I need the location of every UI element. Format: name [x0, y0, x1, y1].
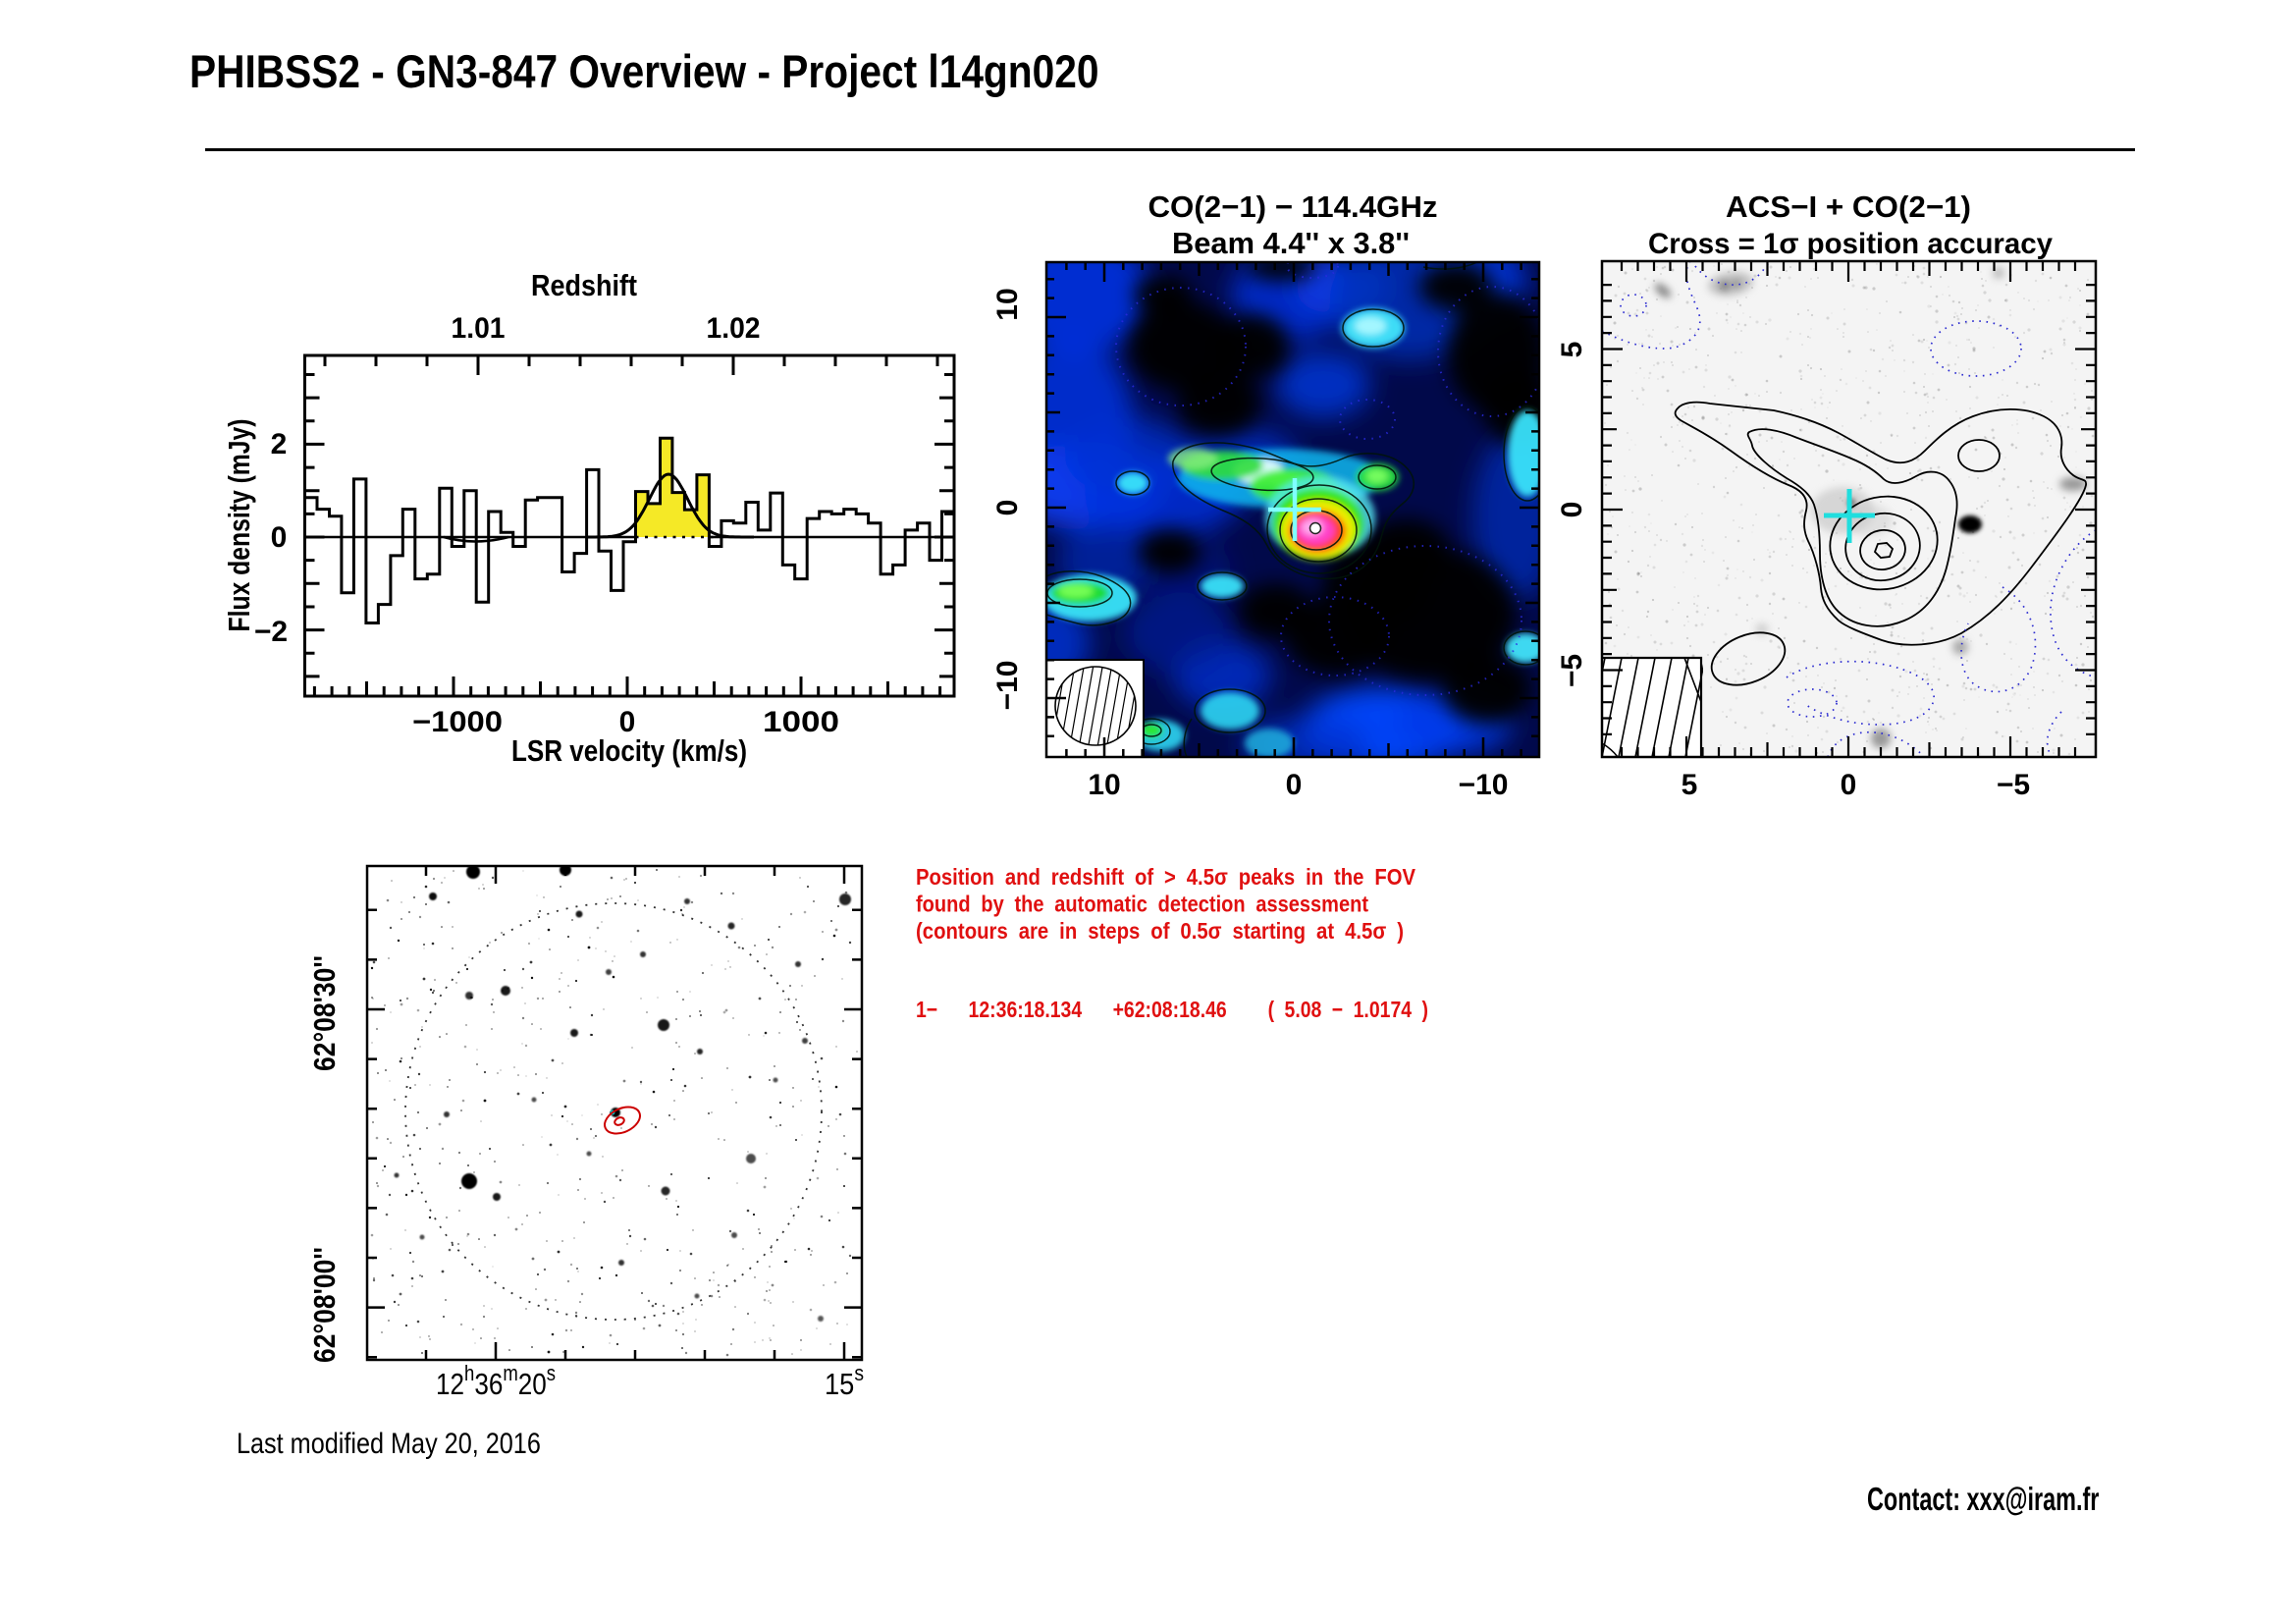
svg-text:(contours are in steps of 0.5σ: (contours are in steps of 0.5σ starting … — [916, 918, 1404, 944]
svg-text:LSR velocity (km/s): LSR velocity (km/s) — [511, 733, 747, 768]
svg-text:−5: −5 — [1556, 654, 1588, 687]
svg-text:2: 2 — [271, 428, 288, 460]
svg-text:0: 0 — [1286, 769, 1303, 801]
svg-text:0: 0 — [1841, 769, 1857, 801]
svg-text:Cross = 1σ position accuracy: Cross = 1σ position accuracy — [1648, 228, 2053, 260]
svg-text:1− 12:36:18.134 +62:08:18.: 1− 12:36:18.134 +62:08:18.46 ( 5.08 − 1.… — [916, 997, 1428, 1022]
svg-text:−10: −10 — [991, 661, 1024, 711]
svg-text:Redshift: Redshift — [531, 268, 637, 302]
svg-text:0: 0 — [619, 706, 636, 738]
svg-text:−1000: −1000 — [412, 706, 503, 738]
svg-text:CO(2−1) − 114.4GHz: CO(2−1) − 114.4GHz — [1148, 189, 1438, 224]
svg-text:5: 5 — [1556, 342, 1588, 358]
svg-text:1.01: 1.01 — [452, 312, 506, 345]
svg-text:found by the automatic detecti: found by the automatic detection assessm… — [916, 892, 1368, 917]
svg-text:ACS−I + CO(2−1): ACS−I + CO(2−1) — [1726, 189, 1971, 224]
svg-text:5: 5 — [1682, 769, 1698, 801]
svg-text:1.02: 1.02 — [707, 312, 761, 345]
svg-text:0: 0 — [271, 521, 288, 554]
svg-text:Beam 4.4'' x 3.8'': Beam 4.4'' x 3.8'' — [1172, 226, 1410, 260]
svg-text:0: 0 — [991, 500, 1024, 516]
svg-text:10: 10 — [991, 288, 1024, 320]
svg-text:Position and redshift of > 4.5: Position and redshift of > 4.5σ peaks in… — [916, 864, 1416, 890]
svg-text:Flux density (mJy): Flux density (mJy) — [222, 419, 256, 632]
svg-text:15s: 15s — [825, 1361, 864, 1401]
svg-text:−2: −2 — [254, 616, 288, 648]
svg-text:1000: 1000 — [763, 706, 839, 738]
svg-text:−10: −10 — [1459, 769, 1509, 801]
svg-text:10: 10 — [1088, 769, 1120, 801]
svg-text:0: 0 — [1556, 502, 1588, 518]
svg-text:12h36m20s: 12h36m20s — [436, 1361, 556, 1401]
svg-text:62°08'30'': 62°08'30'' — [307, 955, 342, 1071]
svg-text:−5: −5 — [1997, 769, 2030, 801]
svg-text:62°08'00'': 62°08'00'' — [307, 1247, 342, 1363]
